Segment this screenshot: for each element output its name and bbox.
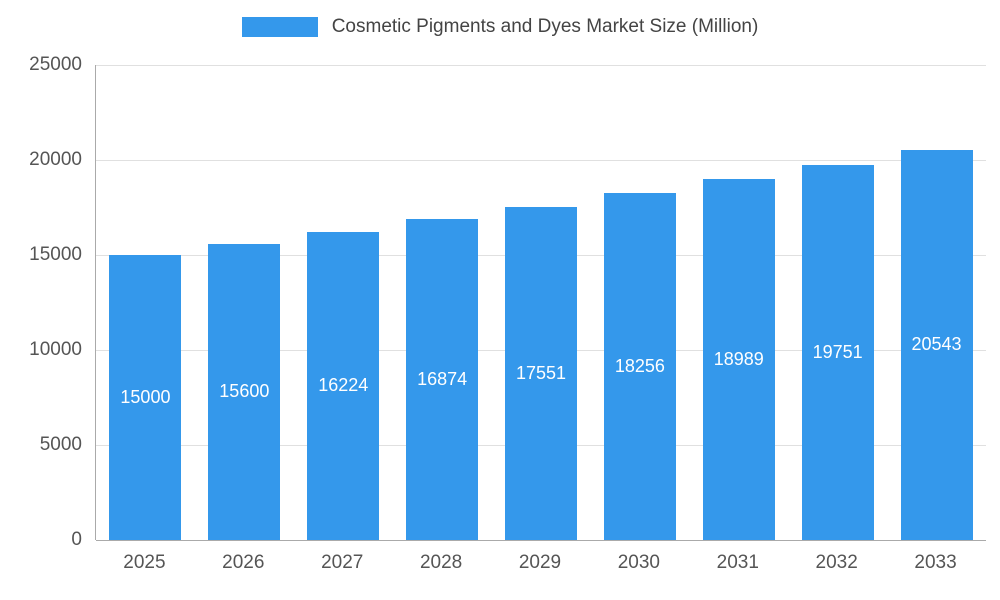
x-axis-tick-label: 2031 <box>716 552 759 573</box>
y-axis-tick-label: 15000 <box>29 244 82 265</box>
chart-legend[interactable]: Cosmetic Pigments and Dyes Market Size (… <box>0 16 1000 38</box>
bar-value-label: 17551 <box>515 362 567 383</box>
bar[interactable]: 15000 <box>109 255 182 540</box>
bar-value-label: 19751 <box>812 341 863 362</box>
y-axis-tick-label: 20000 <box>29 149 82 170</box>
bar-value-label: 20543 <box>911 334 962 355</box>
bar[interactable]: 17551 <box>505 206 577 540</box>
chart-title: Cosmetic Pigments and Dyes Market Size (… <box>331 16 759 37</box>
x-axis-tick-label: 2026 <box>222 552 265 573</box>
y-axis-tick-label: 25000 <box>29 54 82 75</box>
x-axis-tick-label: 2033 <box>914 552 957 573</box>
bar[interactable]: 16874 <box>406 219 479 540</box>
bar[interactable]: 20543 <box>900 149 973 540</box>
bar-value-label: 18989 <box>713 349 764 370</box>
bar[interactable]: 18256 <box>603 193 676 540</box>
bar-value-label: 16224 <box>318 375 369 396</box>
bar[interactable]: 15600 <box>208 243 281 540</box>
x-axis-line <box>96 540 986 541</box>
bar-value-label: 15600 <box>219 381 270 402</box>
x-axis-tick-label: 2027 <box>321 552 364 573</box>
x-axis-tick-label: 2025 <box>123 552 166 573</box>
bar[interactable]: 19751 <box>801 164 874 540</box>
gridline <box>96 160 986 161</box>
bar-value-label: 18256 <box>614 356 665 377</box>
bar[interactable]: 18989 <box>702 179 775 540</box>
y-axis-tick-label: 0 <box>71 529 82 550</box>
x-axis-tick-label: 2028 <box>419 552 463 573</box>
y-axis-tick-label: 10000 <box>29 339 82 360</box>
plot-area: 15000 15600 16224 16874 17551 18256 18989 19751… <box>95 65 986 541</box>
y-axis-tick-label: 5000 <box>39 434 82 455</box>
legend-swatch <box>241 17 318 37</box>
gridline <box>96 65 986 66</box>
x-axis-tick-label: 2030 <box>617 552 661 573</box>
bar-value-label: 16874 <box>417 369 468 390</box>
bar[interactable]: 16224 <box>307 231 380 540</box>
x-axis-tick-label: 2032 <box>815 552 858 573</box>
bar-value-label: 15000 <box>120 387 171 407</box>
x-axis-tick-label: 2029 <box>518 552 562 573</box>
